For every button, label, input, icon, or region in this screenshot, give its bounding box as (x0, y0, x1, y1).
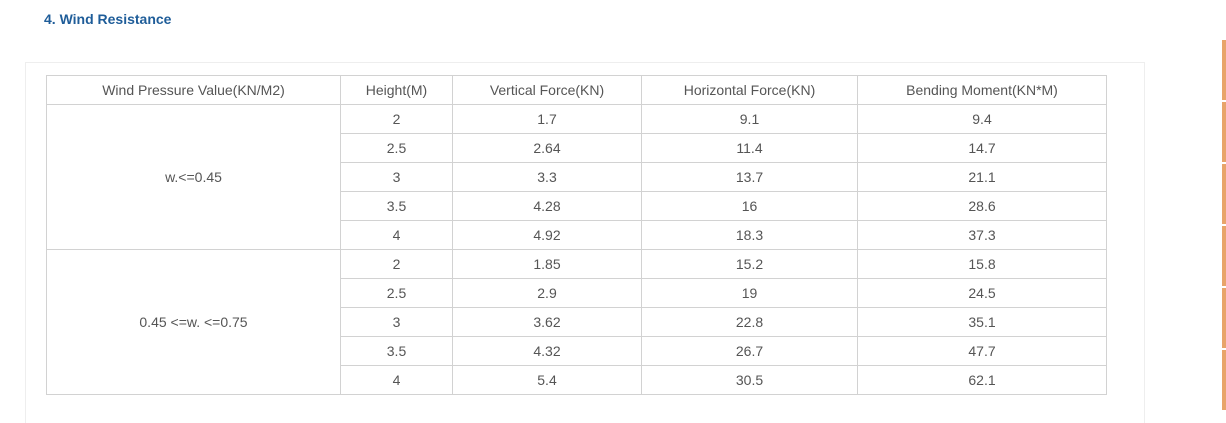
header-cell: Vertical Force(KN) (452, 75, 642, 105)
data-cell: 2 (340, 104, 453, 134)
data-cell: 2.5 (340, 278, 453, 308)
data-cell: 5.4 (452, 365, 642, 395)
data-cell: 2.5 (340, 133, 453, 163)
data-cell: 4 (340, 365, 453, 395)
header-cell: Wind Pressure Value(KN/M2) (46, 75, 341, 105)
data-cell: 9.1 (641, 104, 858, 134)
data-cell: 4.32 (452, 336, 642, 366)
header-cell: Height(M) (340, 75, 453, 105)
data-cell: 3.5 (340, 336, 453, 366)
data-cell: 2.9 (452, 278, 642, 308)
data-cell: 18.3 (641, 220, 858, 250)
data-cell: 1.85 (452, 249, 642, 279)
data-cell: 37.3 (857, 220, 1107, 250)
data-cell: 15.2 (641, 249, 858, 279)
data-cell: 2 (340, 249, 453, 279)
data-cell: 9.4 (857, 104, 1107, 134)
data-cell: 4.92 (452, 220, 642, 250)
data-cell: 4.28 (452, 191, 642, 221)
data-cell: 11.4 (641, 133, 858, 163)
side-bar (1222, 40, 1226, 412)
data-cell: 22.8 (641, 307, 858, 337)
data-cell: 3.3 (452, 162, 642, 192)
group-label: w.<=0.45 (46, 104, 341, 250)
content-panel (25, 62, 1145, 423)
group-label: 0.45 <=w. <=0.75 (46, 249, 341, 395)
section-heading: 4. Wind Resistance (44, 11, 172, 27)
data-cell: 3.5 (340, 191, 453, 221)
data-cell: 28.6 (857, 191, 1107, 221)
data-cell: 26.7 (641, 336, 858, 366)
data-cell: 1.7 (452, 104, 642, 134)
header-cell: Horizontal Force(KN) (641, 75, 858, 105)
data-row: 3.5 4.28 16 28.6 (47, 191, 1107, 221)
data-cell: 62.1 (857, 365, 1107, 395)
header-cell: Bending Moment(KN*M) (857, 75, 1107, 105)
data-cell: 24.5 (857, 278, 1107, 308)
data-cell: 21.1 (857, 162, 1107, 192)
data-cell: 3 (340, 307, 453, 337)
data-cell: 3 (340, 162, 453, 192)
data-row: 4 4.92 18.3 37.3 (47, 220, 1107, 250)
data-row: 2.5 2.9 19 24.5 (47, 278, 1107, 308)
data-cell: 13.7 (641, 162, 858, 192)
data-row: 4 5.4 30.5 62.1 (47, 365, 1107, 395)
data-cell: 30.5 (641, 365, 858, 395)
header-row: Wind Pressure Value(KN/M2) Height(M) Verti… (46, 75, 1107, 105)
wind-resistance-table: Wind Pressure Value(KN/M2) Height(M) Verti… (46, 75, 1107, 395)
page: 4. Wind Resistance Wind Pressure Value(K… (25, 11, 1226, 423)
data-cell: 16 (641, 191, 858, 221)
data-cell: 47.7 (857, 336, 1107, 366)
data-cell: 2.64 (452, 133, 642, 163)
data-row: 0.45 <=w. <=0.75 2 1.85 15.2 15.8 (46, 249, 1107, 395)
data-cell: 35.1 (857, 307, 1107, 337)
data-cell: 15.8 (857, 249, 1107, 279)
data-cell: 3.62 (452, 307, 642, 337)
data-cell: 19 (641, 278, 858, 308)
data-cell: 4 (340, 220, 453, 250)
data-row: w.<=0.45 2 1.7 9.1 9.4 (46, 104, 1107, 250)
data-cell: 14.7 (857, 133, 1107, 163)
